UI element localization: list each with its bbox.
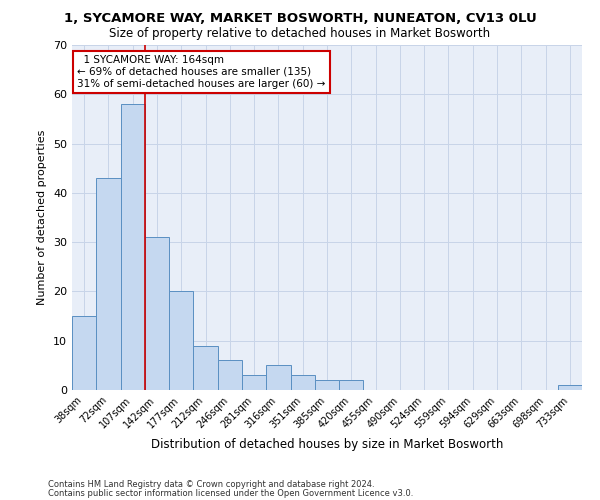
Bar — [169, 292, 193, 390]
Text: 1 SYCAMORE WAY: 164sqm  
← 69% of detached houses are smaller (135)
31% of semi-: 1 SYCAMORE WAY: 164sqm ← 69% of detached… — [77, 56, 325, 88]
Bar — [339, 380, 364, 390]
Bar — [121, 104, 145, 390]
Bar — [558, 385, 582, 390]
Text: Contains HM Land Registry data © Crown copyright and database right 2024.: Contains HM Land Registry data © Crown c… — [48, 480, 374, 489]
Bar — [290, 375, 315, 390]
Bar — [145, 237, 169, 390]
Text: Contains public sector information licensed under the Open Government Licence v3: Contains public sector information licen… — [48, 488, 413, 498]
Bar — [96, 178, 121, 390]
X-axis label: Distribution of detached houses by size in Market Bosworth: Distribution of detached houses by size … — [151, 438, 503, 451]
Y-axis label: Number of detached properties: Number of detached properties — [37, 130, 47, 305]
Text: 1, SYCAMORE WAY, MARKET BOSWORTH, NUNEATON, CV13 0LU: 1, SYCAMORE WAY, MARKET BOSWORTH, NUNEAT… — [64, 12, 536, 26]
Bar — [72, 316, 96, 390]
Bar — [315, 380, 339, 390]
Bar — [266, 366, 290, 390]
Bar — [218, 360, 242, 390]
Text: Size of property relative to detached houses in Market Bosworth: Size of property relative to detached ho… — [109, 28, 491, 40]
Bar — [242, 375, 266, 390]
Bar — [193, 346, 218, 390]
